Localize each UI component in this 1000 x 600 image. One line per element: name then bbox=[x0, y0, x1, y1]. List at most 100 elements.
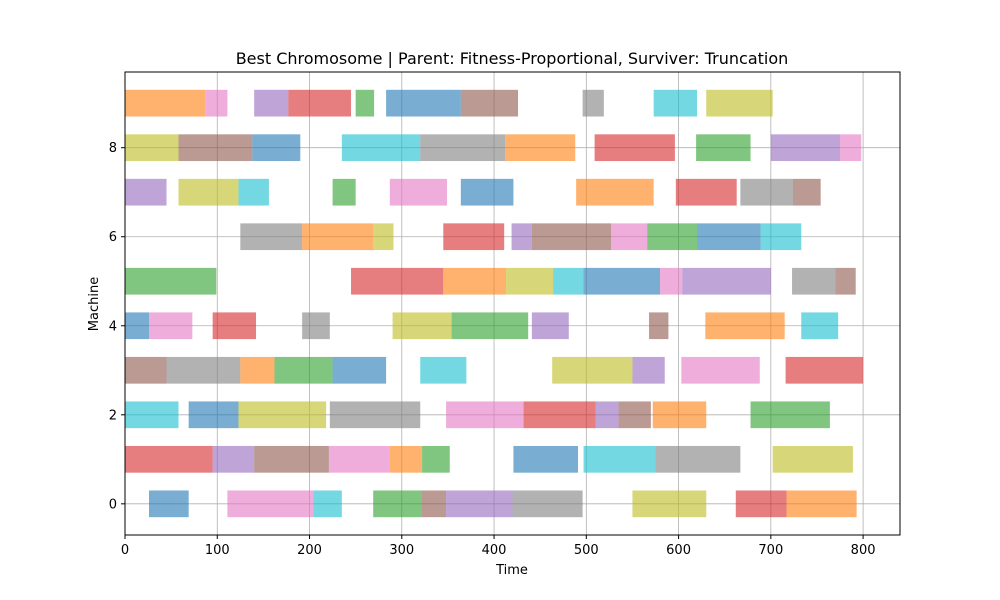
task-bar bbox=[389, 178, 447, 206]
task-bar bbox=[148, 312, 193, 340]
task-bar bbox=[420, 134, 506, 162]
task-bar bbox=[772, 445, 853, 473]
task-bar bbox=[125, 312, 149, 340]
task-bar bbox=[302, 223, 374, 251]
x-tick-label: 500 bbox=[574, 543, 599, 558]
task-bar bbox=[205, 89, 228, 117]
task-bar bbox=[148, 490, 189, 518]
x-tick-label: 600 bbox=[666, 543, 691, 558]
task-bar bbox=[422, 445, 450, 473]
task-bar bbox=[682, 267, 771, 295]
x-tick-label: 200 bbox=[297, 543, 322, 558]
task-bar bbox=[252, 134, 301, 162]
task-bar bbox=[212, 445, 255, 473]
task-bar bbox=[240, 356, 275, 384]
task-bar bbox=[178, 134, 253, 162]
task-bar bbox=[531, 312, 569, 340]
task-bar bbox=[632, 356, 665, 384]
task-bar bbox=[511, 223, 532, 251]
task-bar bbox=[125, 445, 213, 473]
task-bar bbox=[740, 178, 793, 206]
task-bar bbox=[583, 445, 656, 473]
task-bar bbox=[513, 445, 579, 473]
task-bar bbox=[697, 223, 761, 251]
task-bar bbox=[460, 178, 514, 206]
task-bars bbox=[125, 89, 864, 518]
task-bar bbox=[750, 401, 830, 429]
task-bar bbox=[125, 134, 179, 162]
task-bar bbox=[451, 312, 529, 340]
plot-frame bbox=[124, 71, 901, 536]
task-bar bbox=[373, 223, 394, 251]
task-bar bbox=[706, 89, 773, 117]
task-bar bbox=[443, 223, 505, 251]
task-bar bbox=[238, 401, 327, 429]
task-bar bbox=[505, 134, 576, 162]
task-bar bbox=[655, 445, 741, 473]
y-tick-label: 0 bbox=[109, 497, 117, 512]
task-bar bbox=[506, 267, 554, 295]
task-bar bbox=[582, 89, 604, 117]
task-bar bbox=[328, 445, 390, 473]
task-bar bbox=[125, 267, 217, 295]
task-bar bbox=[302, 312, 330, 340]
task-bar bbox=[770, 134, 841, 162]
task-bar bbox=[512, 490, 583, 518]
y-tick-label: 8 bbox=[109, 141, 117, 156]
task-bar bbox=[178, 178, 239, 206]
y-axis-ticks: 0 2 4 6 8 bbox=[109, 141, 125, 512]
task-bar bbox=[274, 356, 333, 384]
task-bar bbox=[240, 223, 303, 251]
task-bar bbox=[329, 401, 421, 429]
y-axis-label: Machine bbox=[87, 277, 102, 331]
task-bar bbox=[125, 89, 206, 117]
chart-title: Best Chromosome | Parent: Fitness-Propor… bbox=[236, 49, 789, 68]
task-bar bbox=[618, 401, 651, 429]
task-bar bbox=[583, 267, 661, 295]
task-bar bbox=[735, 490, 787, 518]
task-bar bbox=[660, 267, 683, 295]
x-tick-label: 100 bbox=[205, 543, 230, 558]
task-bar bbox=[792, 267, 836, 295]
task-bar bbox=[523, 401, 596, 429]
task-bar bbox=[373, 490, 422, 518]
x-tick-label: 0 bbox=[121, 543, 129, 558]
task-bar bbox=[652, 401, 707, 429]
task-bar bbox=[835, 267, 856, 295]
task-bar bbox=[125, 401, 179, 429]
task-bar bbox=[389, 445, 423, 473]
task-bar bbox=[594, 134, 675, 162]
task-bar bbox=[531, 223, 612, 251]
task-bar bbox=[166, 356, 241, 384]
task-bar bbox=[227, 490, 314, 518]
task-bar bbox=[332, 178, 356, 206]
task-bar bbox=[786, 490, 857, 518]
task-bar bbox=[552, 356, 633, 384]
task-bar bbox=[460, 89, 519, 117]
task-bar bbox=[553, 267, 584, 295]
task-bar bbox=[705, 312, 785, 340]
task-bar bbox=[313, 490, 342, 518]
task-bar bbox=[188, 401, 239, 429]
task-bar bbox=[792, 178, 821, 206]
task-bar bbox=[801, 312, 839, 340]
task-bar bbox=[647, 223, 698, 251]
task-bar bbox=[785, 356, 864, 384]
x-tick-label: 400 bbox=[482, 543, 507, 558]
task-bar bbox=[611, 223, 648, 251]
task-bar bbox=[254, 89, 289, 117]
x-axis-label: Time bbox=[495, 563, 528, 578]
task-bar bbox=[649, 312, 669, 340]
task-bar bbox=[576, 178, 654, 206]
task-bar bbox=[681, 356, 760, 384]
task-bar bbox=[212, 312, 257, 340]
task-bar bbox=[386, 89, 461, 117]
task-bar bbox=[760, 223, 802, 251]
task-bar bbox=[392, 312, 452, 340]
x-axis-ticks: 0 100 200 300 400 500 600 700 800 bbox=[121, 535, 876, 558]
task-bar bbox=[446, 401, 524, 429]
task-bar bbox=[595, 401, 619, 429]
task-bar bbox=[446, 490, 513, 518]
task-bar bbox=[696, 134, 751, 162]
